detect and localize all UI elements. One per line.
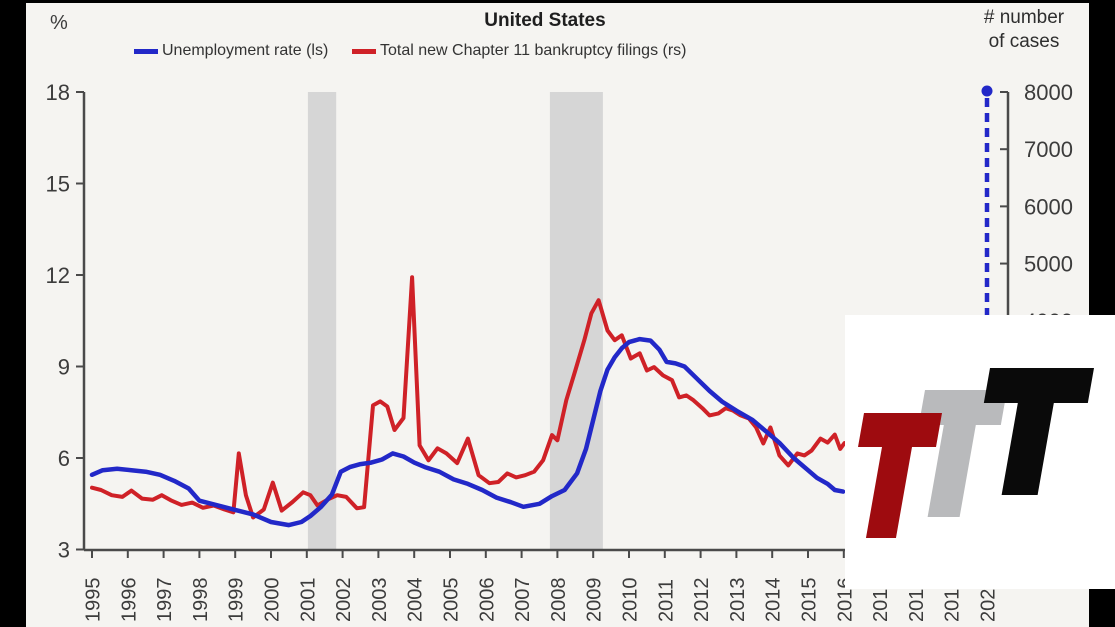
x-tick-label: 1997 xyxy=(154,578,176,623)
x-tick-label: 2010 xyxy=(620,578,642,623)
recession-bands xyxy=(307,92,603,550)
ttt-watermark-logo xyxy=(858,368,1094,538)
right-tick-label: 5000 xyxy=(1024,252,1073,277)
x-tick-label: 2002 xyxy=(333,578,355,623)
x-tick-label: 2013 xyxy=(727,578,749,623)
x-tick-label: 2008 xyxy=(548,578,570,623)
logo-letter-t-gray xyxy=(918,390,1007,517)
legend-item-bankruptcy: Total new Chapter 11 bankruptcy filings … xyxy=(352,42,687,60)
x-tick-label: 2005 xyxy=(441,578,463,623)
x-tick-label: 1995 xyxy=(83,578,105,623)
left-tick-label: 9 xyxy=(58,355,70,380)
x-tick-label: 2006 xyxy=(476,578,498,623)
x-tick-label: 1999 xyxy=(226,578,248,623)
left-black-bar xyxy=(0,0,26,627)
x-tick-label: 1996 xyxy=(118,578,140,623)
x-tick-label: 2011 xyxy=(655,579,677,622)
recession-band xyxy=(549,92,603,550)
logo-letter-t-red xyxy=(858,413,942,538)
x-tick-label: 2001 xyxy=(297,578,319,623)
x-tick-label: 2015 xyxy=(799,578,821,623)
legend-label-unemployment: Unemployment rate (ls) xyxy=(162,42,329,59)
left-axis-unit-label: % xyxy=(50,12,68,34)
data-series xyxy=(89,275,847,528)
right-axis-unit-line2: of cases xyxy=(988,30,1060,52)
left-tick-label: 18 xyxy=(46,80,70,105)
left-tick-label: 15 xyxy=(46,172,70,197)
x-tick-label: 2000 xyxy=(262,578,284,623)
x-tick-label: 1998 xyxy=(190,578,212,623)
left-tick-label: 12 xyxy=(46,263,70,288)
x-tick-label: 2009 xyxy=(584,578,606,623)
right-axis-unit-label: # number of cases xyxy=(960,6,1088,54)
right-tick-label: 7000 xyxy=(1024,137,1073,162)
chart-title: United States xyxy=(484,10,606,31)
legend-swatch-red xyxy=(352,48,376,54)
right-tick-label: 6000 xyxy=(1024,194,1073,219)
recession-band xyxy=(307,92,337,550)
right-axis-unit-line1: # number xyxy=(983,7,1065,28)
x-tick-label: 2012 xyxy=(691,578,713,623)
logo-letter-t-black xyxy=(983,368,1094,495)
legend-label-bankruptcy: Total new Chapter 11 bankruptcy filings … xyxy=(380,42,687,59)
legend-item-unemployment: Unemployment rate (ls) xyxy=(134,42,328,60)
top-black-strip xyxy=(0,0,1115,3)
dashed-marker-dot xyxy=(981,85,993,97)
legend-swatch-blue xyxy=(134,48,158,54)
left-axis-ticks: 18 15 12 9 6 3 xyxy=(46,80,84,563)
x-tick-label: 2003 xyxy=(369,578,391,623)
x-tick-label: 2007 xyxy=(512,578,534,623)
left-tick-label: 6 xyxy=(58,446,70,471)
right-tick-label: 8000 xyxy=(1024,80,1073,105)
unemployment-line xyxy=(89,336,846,528)
x-tick-label: 2014 xyxy=(763,578,785,623)
x-tick-label: 2004 xyxy=(405,578,427,623)
left-tick-label: 3 xyxy=(58,538,70,563)
